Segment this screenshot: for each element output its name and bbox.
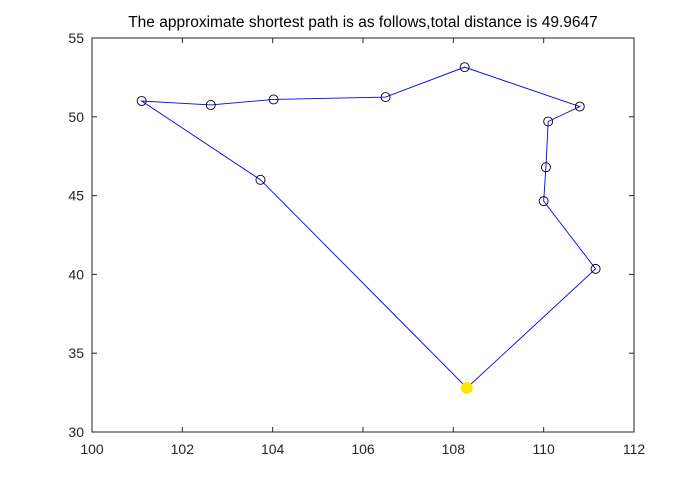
city-markers xyxy=(136,62,601,394)
chart-title: The approximate shortest path is as foll… xyxy=(128,14,598,31)
city-marker xyxy=(543,116,554,127)
x-tick-label: 108 xyxy=(442,441,466,457)
y-tick-label: 40 xyxy=(68,266,84,282)
city-marker xyxy=(590,263,601,274)
x-tick-label: 104 xyxy=(261,441,285,457)
x-tick-label: 106 xyxy=(351,441,375,457)
city-marker xyxy=(540,162,551,173)
y-tick-label: 55 xyxy=(68,30,84,46)
city-marker xyxy=(538,196,549,207)
x-tick-label: 102 xyxy=(171,441,195,457)
y-tick-label: 30 xyxy=(68,424,84,440)
city-marker xyxy=(380,92,391,103)
city-marker xyxy=(136,96,147,106)
x-axis: 100 102 104 106 108 110 112 xyxy=(80,38,645,457)
x-tick-label: 110 xyxy=(533,441,556,457)
x-tick-label: 112 xyxy=(623,441,646,457)
city-marker xyxy=(574,101,585,112)
route-line xyxy=(140,66,597,389)
city-marker xyxy=(268,94,279,105)
x-tick-label: 100 xyxy=(80,441,104,457)
start-point-marker xyxy=(460,381,473,394)
y-tick-label: 35 xyxy=(68,345,84,361)
route-group xyxy=(140,66,597,389)
y-tick-label: 50 xyxy=(68,109,84,125)
y-tick-label: 45 xyxy=(68,188,84,204)
y-axis: 30 35 40 45 50 55 xyxy=(68,30,634,440)
city-marker xyxy=(459,62,470,73)
city-marker xyxy=(205,100,216,110)
city-marker xyxy=(255,174,266,185)
